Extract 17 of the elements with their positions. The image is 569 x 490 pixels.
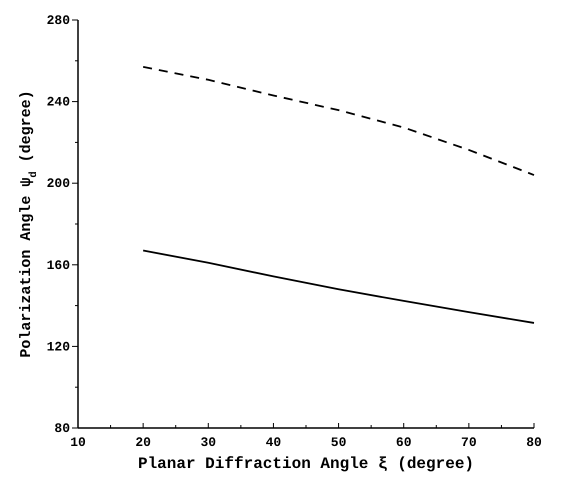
y-tick-label: 280 — [46, 13, 70, 28]
x-tick-label: 20 — [135, 435, 152, 450]
y-tick-label: 240 — [46, 94, 70, 110]
x-tick-label: 40 — [266, 435, 282, 450]
y-tick-label: 80 — [54, 421, 70, 436]
y-tick-label: 200 — [46, 176, 70, 192]
x-tick-label: 80 — [526, 435, 542, 450]
x-tick-label: 30 — [200, 435, 216, 450]
x-tick-label: 50 — [330, 435, 347, 450]
x-tick-label: 70 — [461, 435, 477, 450]
x-tick-label: 10 — [70, 435, 86, 450]
line-series — [142, 250, 535, 324]
x-tick-label: 60 — [396, 435, 412, 450]
y-tick-label: 120 — [46, 339, 70, 354]
y-tick-label: 160 — [46, 258, 70, 273]
x-axis-title: Planar Diffraction Angle ξ (degree) — [138, 455, 474, 473]
line-series — [142, 66, 535, 176]
